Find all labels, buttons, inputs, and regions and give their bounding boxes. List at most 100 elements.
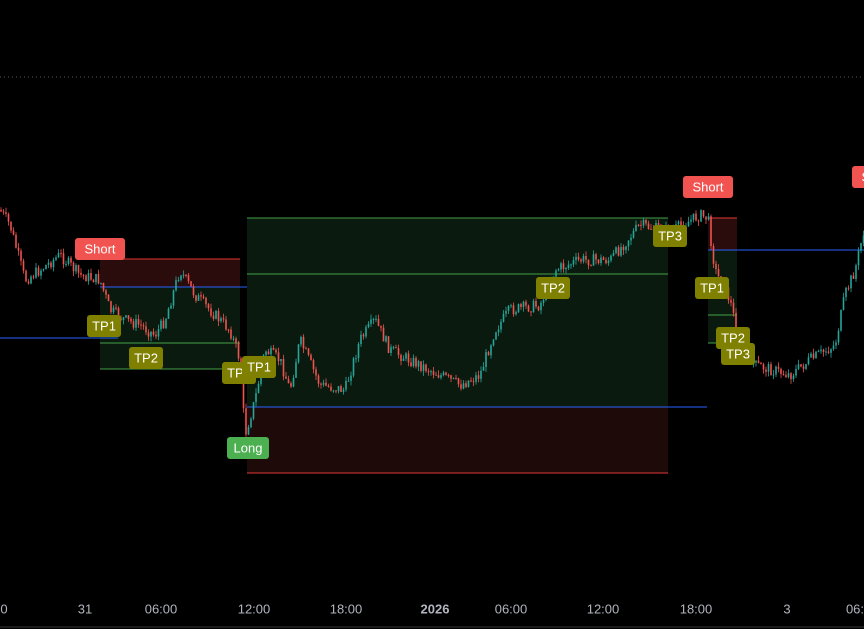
candle-body xyxy=(362,334,365,337)
candle-body xyxy=(157,329,160,337)
candle-body xyxy=(147,332,150,337)
candle-body xyxy=(640,224,642,226)
candle-body xyxy=(405,353,407,359)
candle-body xyxy=(762,364,765,370)
candle-body xyxy=(502,313,505,322)
candle-body xyxy=(0,210,2,212)
candle-body xyxy=(195,295,197,301)
candle-body xyxy=(22,260,25,271)
candle-body xyxy=(350,375,352,381)
candle-body xyxy=(607,260,610,264)
candle-body xyxy=(447,374,450,376)
candle-body xyxy=(497,329,500,333)
candle-body xyxy=(90,272,92,280)
candle-body xyxy=(302,336,305,349)
candle-body xyxy=(395,347,397,349)
candle-body xyxy=(330,386,332,391)
candle-body xyxy=(202,296,205,298)
candle-body xyxy=(855,265,857,279)
candle-body xyxy=(282,359,285,377)
candle-body xyxy=(287,378,290,384)
candle-body xyxy=(152,331,155,335)
candle-body xyxy=(20,250,22,261)
candle-body xyxy=(145,326,147,333)
candle-body xyxy=(817,351,820,353)
candle-body xyxy=(690,219,692,222)
candle-body xyxy=(177,279,180,281)
candle-body xyxy=(12,230,15,235)
candle-body xyxy=(17,247,20,251)
candle-body xyxy=(82,274,85,276)
candle-body xyxy=(112,307,115,313)
trade-label: Long xyxy=(234,440,263,455)
candle-body xyxy=(625,246,627,251)
candle-body xyxy=(822,349,825,353)
candle-body xyxy=(72,262,75,272)
candle-body xyxy=(62,253,65,265)
candle-body xyxy=(230,329,232,339)
candle-body xyxy=(772,374,775,376)
candle-body xyxy=(207,304,210,309)
candle-body xyxy=(337,386,340,392)
candle-body xyxy=(280,359,282,362)
candle-body xyxy=(630,237,632,241)
candle-body xyxy=(785,375,787,378)
candle-body xyxy=(765,369,767,372)
label-box xyxy=(721,343,755,365)
candle-body xyxy=(687,221,690,227)
candle-body xyxy=(495,332,497,340)
candle-body xyxy=(45,264,47,270)
candle-body xyxy=(827,351,830,353)
candle-body xyxy=(837,330,840,343)
trade-labels: ShortTP1TP2TP3TP1LongTP2TP3ShortTP1TP2TP… xyxy=(75,166,864,459)
candle-body xyxy=(355,358,357,360)
candle-body xyxy=(862,235,864,244)
candle-body xyxy=(430,371,432,373)
candle-body xyxy=(452,377,455,379)
candle-body xyxy=(37,267,40,276)
candle-body xyxy=(595,254,597,260)
candle-body xyxy=(387,336,390,353)
candle-body xyxy=(55,257,57,260)
candle-body xyxy=(155,334,157,337)
candle-body xyxy=(702,210,705,217)
candle-body xyxy=(65,263,67,265)
candle-body xyxy=(692,213,695,220)
candle-body xyxy=(265,351,267,356)
candle-body xyxy=(340,386,342,392)
candle-body xyxy=(117,308,120,319)
candle-body xyxy=(40,270,42,276)
candle-body xyxy=(160,320,162,330)
candle-body xyxy=(575,256,577,261)
candle-body xyxy=(492,339,495,346)
candle-body xyxy=(35,267,37,278)
candle-body xyxy=(312,360,315,370)
candle-body xyxy=(475,375,477,382)
candle-body xyxy=(375,318,377,320)
candle-body xyxy=(175,280,177,291)
profit-zone xyxy=(247,218,668,407)
label-box xyxy=(242,356,276,378)
candle-body xyxy=(435,374,437,376)
candle-body xyxy=(185,274,187,276)
candle-body xyxy=(220,318,222,322)
candle-body xyxy=(170,305,172,309)
candle-body xyxy=(622,246,625,251)
candle-body xyxy=(815,351,817,359)
candle-body xyxy=(735,312,737,333)
time-label: 06:00 xyxy=(145,601,178,616)
candle-body xyxy=(115,307,117,309)
candle-body xyxy=(285,376,287,379)
candle-body xyxy=(695,213,697,221)
candle-body xyxy=(520,304,522,307)
candle-body xyxy=(412,357,415,367)
stop-zone xyxy=(708,218,737,250)
candle-body xyxy=(755,360,757,363)
candle-body xyxy=(487,352,490,356)
candle-body xyxy=(847,287,850,289)
candle-body xyxy=(472,381,475,383)
candle-body xyxy=(70,257,72,263)
candle-body xyxy=(612,252,615,256)
candle-body xyxy=(440,375,442,378)
candle-body xyxy=(597,259,600,264)
